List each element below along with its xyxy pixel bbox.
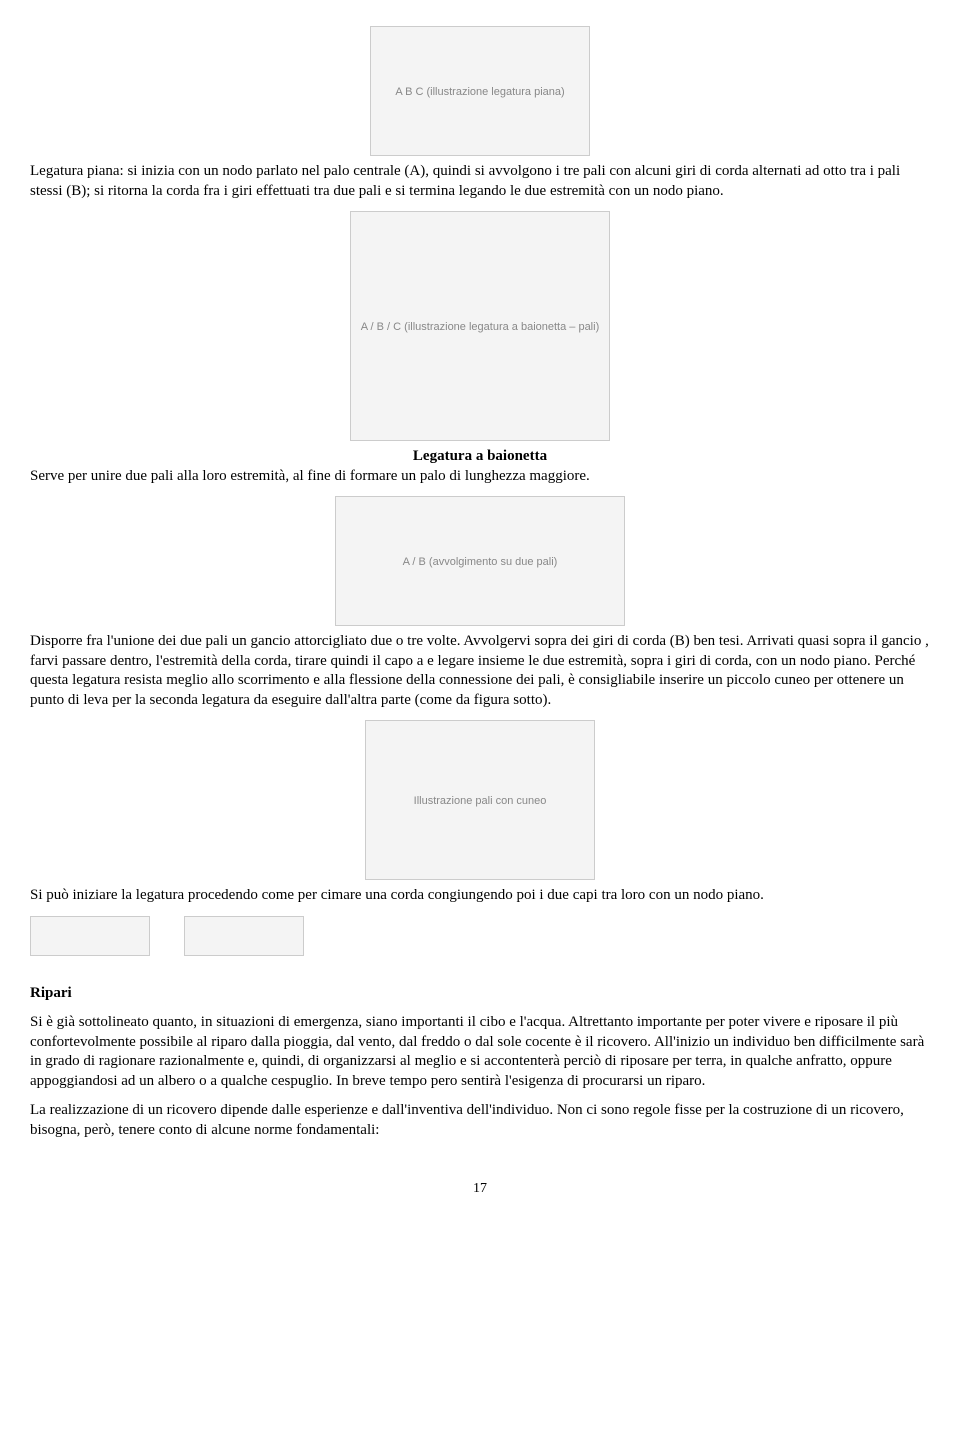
- illustration-small-2: [184, 916, 304, 956]
- page-number: 17: [30, 1180, 930, 1198]
- illustration-small-1: [30, 916, 150, 956]
- figure-legatura-baionetta: A / B / C (illustrazione legatura a baio…: [30, 211, 930, 441]
- paragraph-baionetta-detail: Disporre fra l'unione dei due pali un ga…: [30, 632, 930, 710]
- figure-small-row: [30, 916, 930, 956]
- figure-cuneo: Illustrazione pali con cuneo: [30, 720, 930, 880]
- illustration-abc-top: A B C (illustrazione legatura piana): [370, 26, 590, 156]
- illustration-cuneo: Illustrazione pali con cuneo: [365, 720, 595, 880]
- figure-legatura-piana: A B C (illustrazione legatura piana): [30, 26, 930, 156]
- paragraph-ripari-1: Si è già sottolineato quanto, in situazi…: [30, 1013, 930, 1091]
- paragraph-legatura-piana: Legatura piana: si inizia con un nodo pa…: [30, 162, 930, 201]
- illustration-ab: A / B (avvolgimento su due pali): [335, 496, 625, 626]
- figure-avvolgimento-ab: A / B (avvolgimento su due pali): [30, 496, 930, 626]
- illustration-abc-mid: A / B / C (illustrazione legatura a baio…: [350, 211, 610, 441]
- paragraph-baionetta-intro: Serve per unire due pali alla loro estre…: [30, 467, 930, 487]
- heading-legatura-baionetta: Legatura a baionetta: [30, 447, 930, 467]
- heading-ripari: Ripari: [30, 984, 930, 1004]
- paragraph-ripari-2: La realizzazione di un ricovero dipende …: [30, 1101, 930, 1140]
- paragraph-cimare: Si può iniziare la legatura procedendo c…: [30, 886, 930, 906]
